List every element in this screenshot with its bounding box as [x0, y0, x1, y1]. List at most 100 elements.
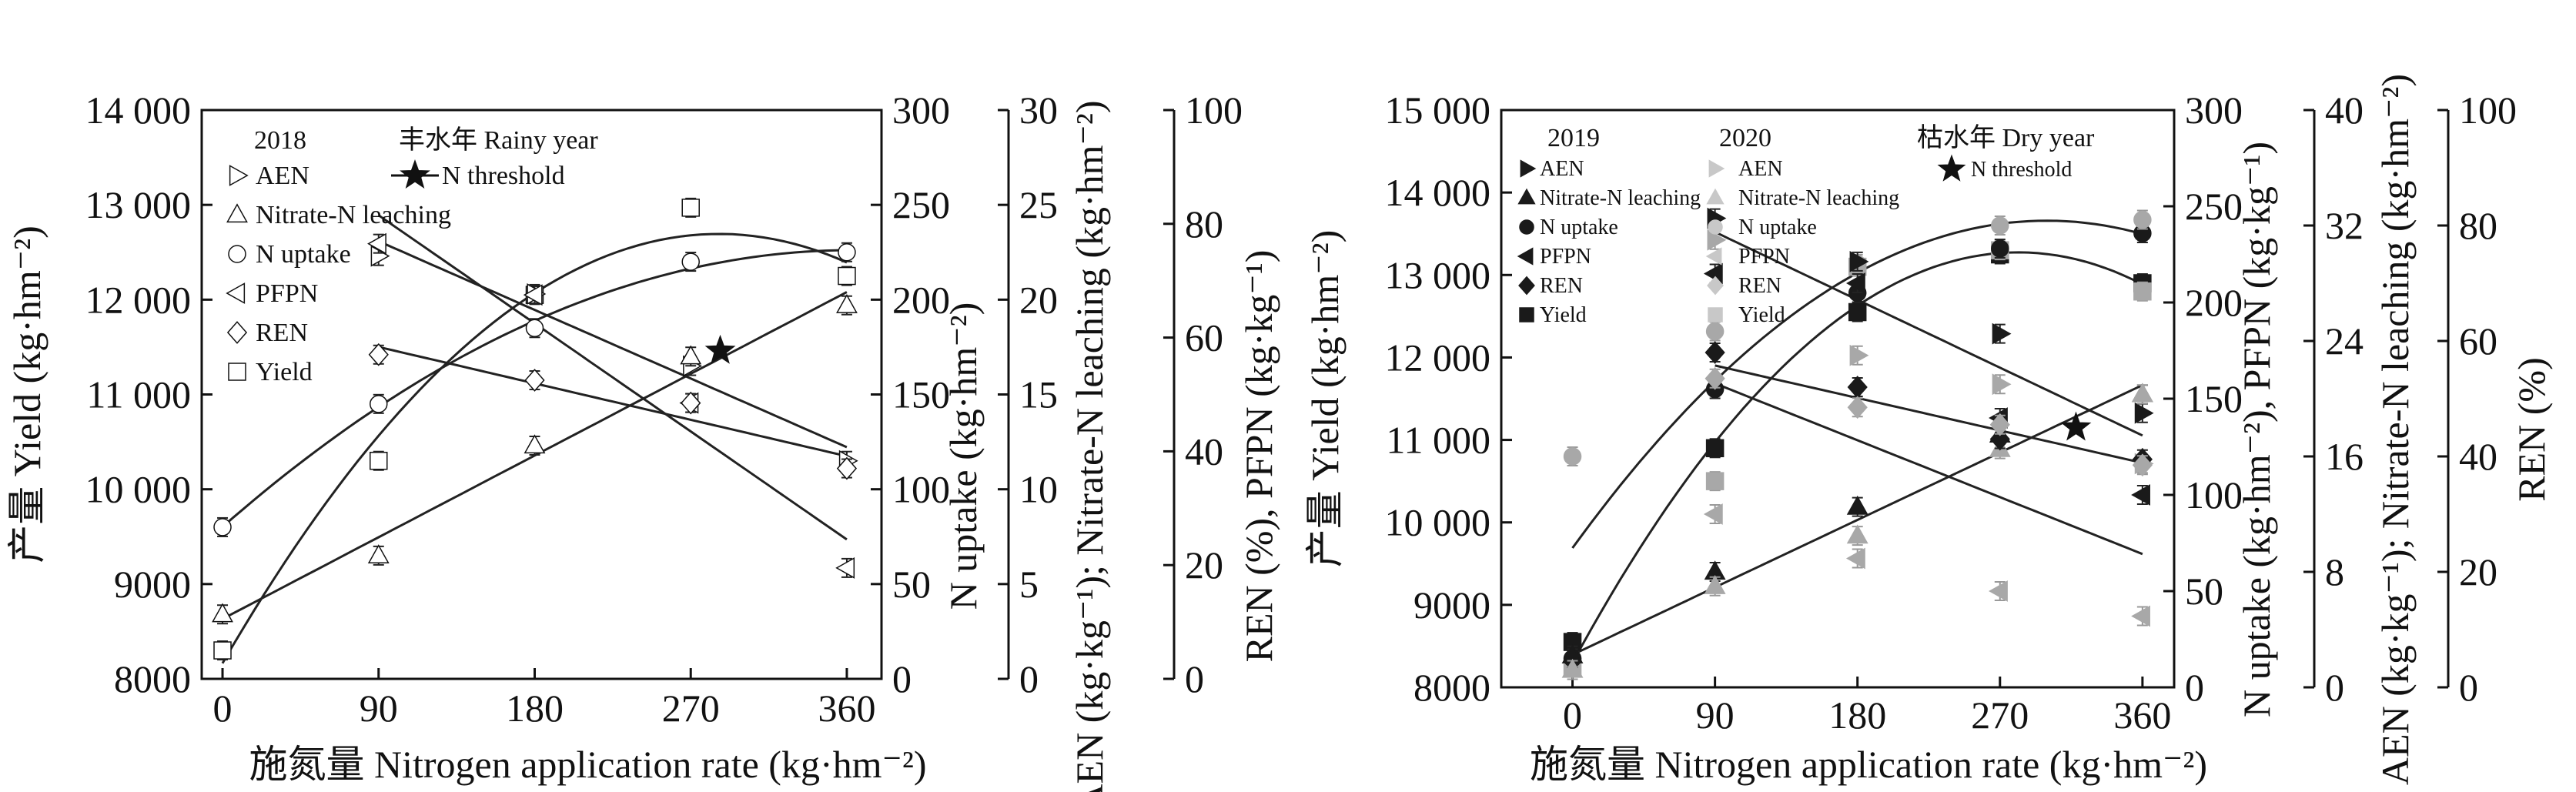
point-pfpn-shape [367, 232, 386, 255]
point-ren [681, 391, 701, 415]
right-tick-label: 250 [2185, 185, 2243, 228]
point-nitrate-n-leaching-shape [680, 345, 702, 365]
legend-label-2019: REN [1540, 274, 1583, 298]
point-ren [836, 456, 858, 480]
point-yield [213, 641, 232, 660]
y-tick-label: 9000 [1413, 583, 1490, 627]
point-pfpn-2019-shape [2131, 484, 2150, 506]
point-aen-2020 [1707, 229, 1727, 251]
point-n-uptake [681, 252, 700, 271]
right-tick-label: 100 [2459, 89, 2517, 132]
right-tick-label: 10 [1019, 468, 1058, 511]
point-yield [681, 199, 700, 217]
chart-2018: 0 90 180 270 360 施氮量 Nitrogen application rat… [5, 89, 1280, 792]
legend-marker-2020 [1705, 247, 1722, 266]
legend-marker-2019-shape [1520, 159, 1537, 178]
legend-marker-2020 [1708, 219, 1723, 235]
y-tick-label: 13 000 [85, 183, 192, 226]
legend-marker-2020-shape [1706, 188, 1725, 205]
y-tick-label: 12 000 [1385, 336, 1491, 379]
point-pfpn-2019 [1845, 272, 1865, 294]
x-tick-label: 360 [818, 687, 875, 730]
point-n-uptake-2020-shape [1705, 322, 1725, 341]
point-n-uptake-2020 [1991, 216, 2009, 235]
point-pfpn-shape [835, 556, 855, 579]
y-tick-label: 11 000 [1386, 419, 1490, 462]
right-tick-label: 25 [1019, 183, 1058, 226]
point-yield-2020 [2133, 282, 2152, 301]
legend-marker-2020-shape [1708, 307, 1723, 322]
fit-aen [1714, 231, 2143, 437]
legend-label-2020: AEN [1738, 157, 1783, 181]
point-ren-shape [368, 343, 389, 366]
right-tick-label: 300 [2185, 89, 2243, 132]
point-ren-2020-shape [1989, 413, 2010, 436]
point-n-uptake-2020 [1563, 447, 1582, 466]
right-tick-label: 5 [1019, 563, 1039, 606]
x-tick-label: 90 [1696, 693, 1735, 737]
legend-marker-2020 [1708, 307, 1723, 322]
plot-frame [200, 109, 883, 680]
x-tick-label: 360 [2113, 693, 2171, 737]
legend-marker-2019 [1517, 247, 1534, 266]
point-nitrate-n-leaching [524, 434, 546, 454]
point-ren-shape [524, 369, 545, 392]
y-tick-label: 9000 [114, 563, 191, 606]
fit-pfpn [377, 214, 848, 541]
right-tick-label: 15 [1019, 373, 1058, 416]
legend-marker [226, 321, 248, 344]
point-n-uptake [370, 395, 388, 413]
legend-label-threshold: N threshold [1971, 158, 2072, 182]
point-nitrate-n-leaching [680, 345, 702, 365]
point-nitrate-n-leaching-2020-shape [1561, 658, 1584, 678]
right-tick-label: 80 [1185, 202, 1223, 246]
right-tick-label: 300 [892, 89, 950, 132]
right-tick-label: 40 [2325, 89, 2364, 132]
point-aen [370, 245, 390, 267]
point-n-threshold-shape [2060, 411, 2092, 441]
right-tick-label: 8 [2325, 550, 2344, 593]
legend-year-2020: 2020 [1719, 124, 1771, 152]
right-axis-label: AEN (kg·kg⁻¹); Nitrate-N leaching (kg·hm… [1068, 100, 1111, 792]
point-n-uptake-2020-shape [2133, 210, 2152, 229]
point-nitrate-n-leaching [367, 544, 390, 563]
point-nitrate-n-leaching-2019-shape [1846, 495, 1868, 515]
x-axis-label: 施氮量 Nitrogen application rate (kg·hm⁻²) [1530, 743, 2207, 786]
point-n-uptake-2020 [1705, 322, 1725, 341]
point-yield-2019 [1705, 439, 1725, 458]
x-tick-label: 0 [1563, 693, 1582, 737]
legend-label-2019: AEN [1540, 157, 1584, 181]
legend-marker-2019 [1519, 307, 1534, 322]
y-tick-label: 11 000 [86, 373, 191, 416]
legend-marker-2020-shape [1707, 276, 1724, 296]
point-ren-2019-shape [1705, 341, 1725, 364]
point-aen-2019 [1849, 250, 1869, 272]
point-pfpn-2020-shape [1845, 547, 1865, 570]
legend-marker-shape [226, 203, 248, 223]
legend-year-2019: 2019 [1547, 124, 1600, 152]
fit-pfpn [1715, 382, 2143, 556]
point-n-threshold [704, 334, 736, 364]
point-n-uptake-2019 [1991, 239, 2009, 258]
point-pfpn-2020 [2131, 605, 2150, 627]
point-aen-shape [370, 245, 390, 267]
point-nitrate-n-leaching-shape [367, 544, 390, 563]
right-tick-label: 32 [2325, 204, 2364, 247]
y-tick-label: 8000 [1413, 666, 1490, 709]
legend-label: Yield [256, 358, 313, 386]
legend-label: N uptake [256, 240, 351, 269]
right-tick-label: 40 [1185, 429, 1223, 473]
legend-marker-2019 [1519, 219, 1534, 235]
legend-marker-2019-shape [1517, 247, 1534, 266]
right-tick-label: 100 [2185, 473, 2243, 516]
legend-year: 2018 [254, 126, 306, 155]
x-tick-label: 90 [360, 687, 398, 730]
point-n-uptake-2019-shape [1991, 239, 2009, 258]
point-nitrate-n-leaching-2019 [1846, 495, 1868, 515]
point-n-uptake-shape [681, 252, 700, 271]
legend-label-2020: REN [1738, 274, 1781, 298]
y-tick-label: 14 000 [1385, 171, 1491, 214]
point-ren-shape [681, 391, 701, 415]
fit-ren [378, 346, 848, 458]
